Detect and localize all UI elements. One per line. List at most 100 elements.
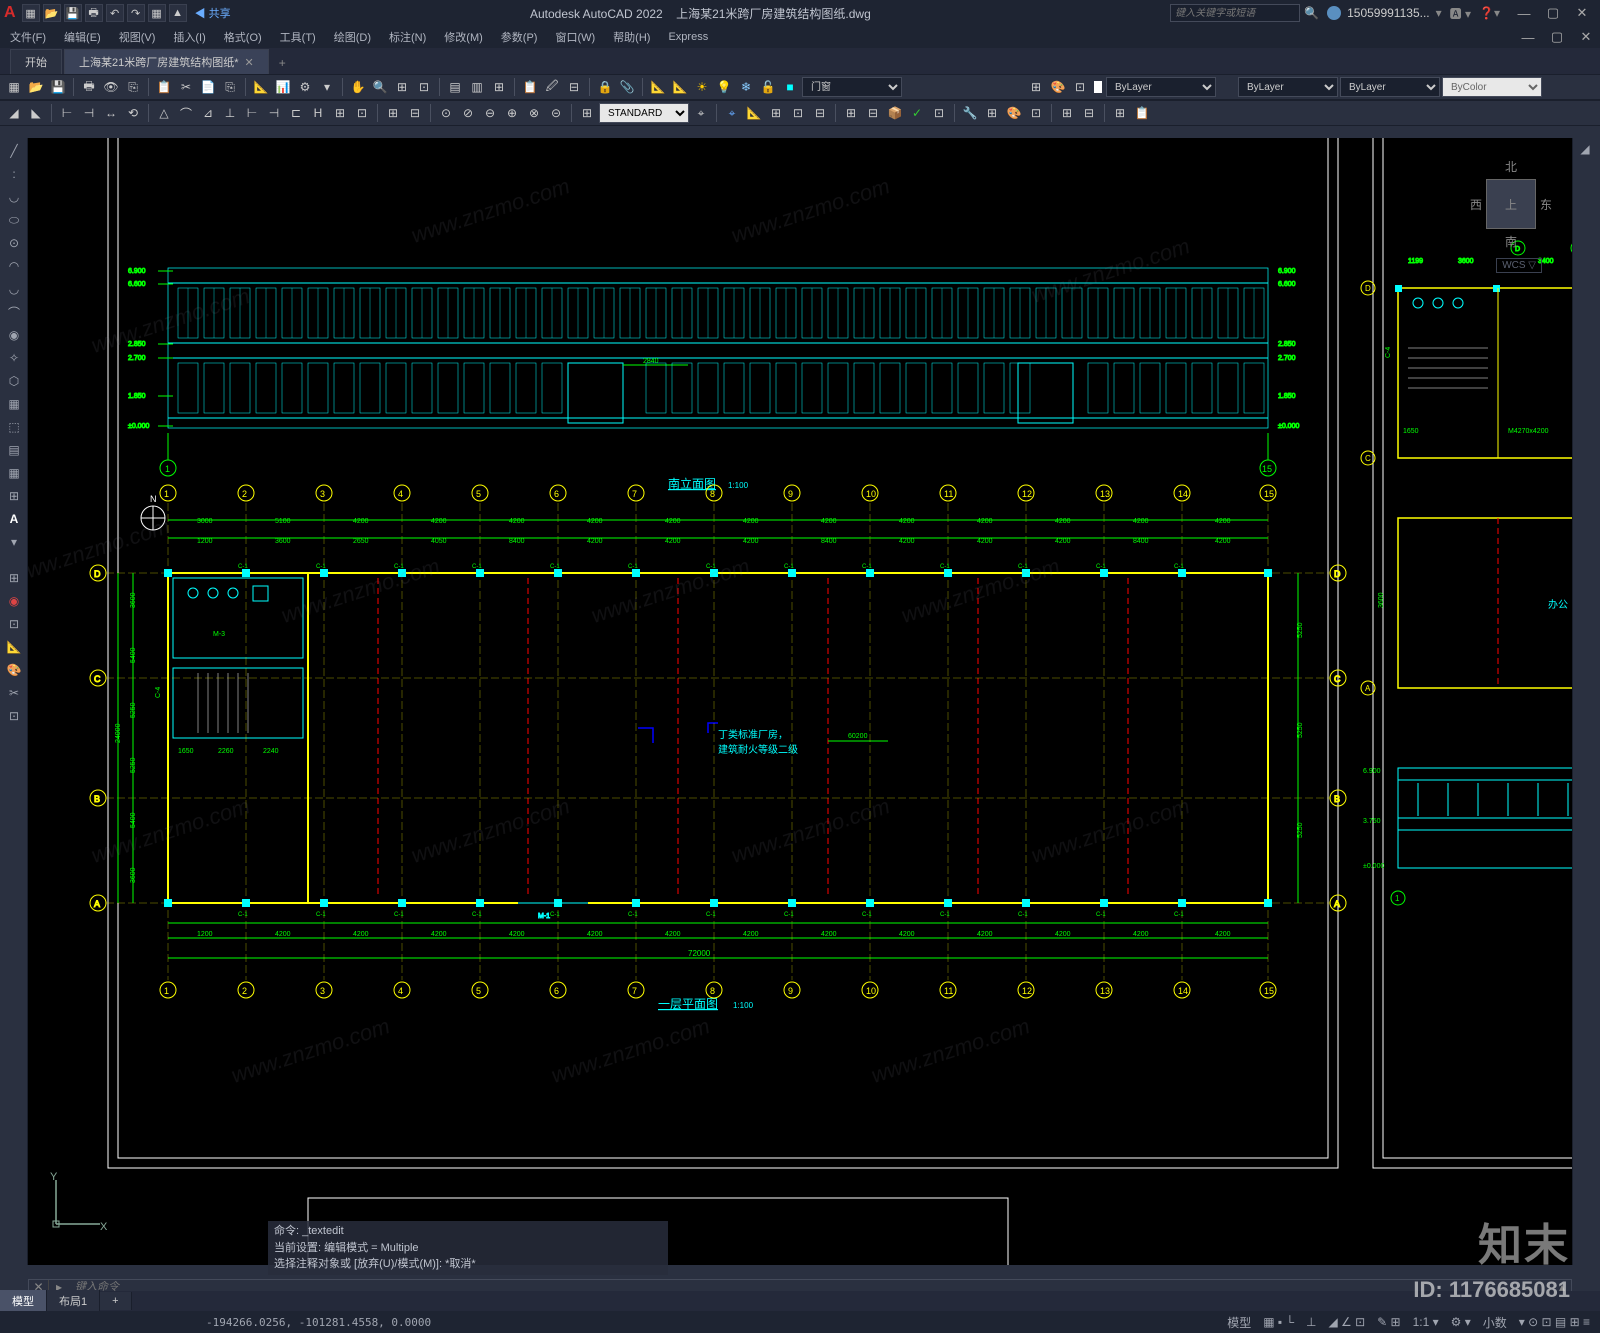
tb-r2-icon[interactable]: 📐 xyxy=(744,103,764,123)
tb-tol-icon[interactable]: ⊡ xyxy=(352,103,372,123)
tb-unlock-icon[interactable]: 🔓 xyxy=(758,77,778,97)
plotcolor-select[interactable]: ByColor xyxy=(1442,77,1542,97)
tb-sty-icon[interactable]: ⊞ xyxy=(577,103,597,123)
tb-insp-icon[interactable]: ⊟ xyxy=(405,103,425,123)
tb-props-icon[interactable]: ⚙ xyxy=(295,77,315,97)
qat-redo-icon[interactable]: ↷ xyxy=(127,4,145,22)
menu-tools[interactable]: 工具(T) xyxy=(280,29,316,45)
tb-drop-icon[interactable]: ▾ xyxy=(317,77,337,97)
linetype-select[interactable]: ByLayer xyxy=(1340,77,1440,97)
tb-block-icon[interactable]: 📐 xyxy=(251,77,271,97)
doc-maximize-button[interactable]: ▢ xyxy=(1543,28,1571,46)
tb-edit-icon[interactable]: 🖉 xyxy=(542,77,562,97)
tb-cont-icon[interactable]: ⊣ xyxy=(264,103,284,123)
line-tool-icon[interactable]: ╱ xyxy=(2,140,26,162)
tb-paste-icon[interactable]: 📄 xyxy=(198,77,218,97)
qat-misc-icon[interactable]: ▦ xyxy=(148,4,166,22)
text-tool-icon[interactable]: A xyxy=(2,508,26,530)
dimstyle-select[interactable]: STANDARD xyxy=(599,103,689,123)
tb-zoom-icon[interactable]: 🔍 xyxy=(370,77,390,97)
minimize-button[interactable]: — xyxy=(1510,4,1538,22)
share-link[interactable]: ◀ 共享 xyxy=(195,5,231,21)
qat-new-icon[interactable]: ▦ xyxy=(22,4,40,22)
tb-r17-icon[interactable]: ⊞ xyxy=(1110,103,1130,123)
tb-rad-icon[interactable]: ⌒ xyxy=(176,103,196,123)
menu-express[interactable]: Express xyxy=(668,31,708,43)
tb-dim2-icon[interactable]: ◣ xyxy=(26,103,46,123)
menu-format[interactable]: 格式(O) xyxy=(224,29,262,45)
tb-preview-icon[interactable]: 👁 xyxy=(101,77,121,97)
insert-tool-icon[interactable]: ▦ xyxy=(2,393,26,415)
tb-blocked-icon[interactable]: 📊 xyxy=(273,77,293,97)
revcloud-tool-icon[interactable]: ⌒ xyxy=(2,301,26,323)
tb-r15-icon[interactable]: ⊞ xyxy=(1057,103,1077,123)
help-icon[interactable]: ❓ xyxy=(1479,6,1494,20)
menu-help[interactable]: 帮助(H) xyxy=(613,29,650,45)
tb-layer-icon[interactable]: 📐 xyxy=(670,77,690,97)
tb-h-icon[interactable]: H xyxy=(308,103,328,123)
m4-icon[interactable]: 📐 xyxy=(2,636,26,658)
tb-laymgr-icon[interactable]: ⊞ xyxy=(1026,77,1046,97)
doc-minimize-button[interactable]: — xyxy=(1514,28,1542,46)
menu-modify[interactable]: 修改(M) xyxy=(444,29,483,45)
menu-insert[interactable]: 插入(I) xyxy=(173,29,205,45)
tb-spc-icon[interactable]: ⊏ xyxy=(286,103,306,123)
tb-dia-icon[interactable]: ⊿ xyxy=(198,103,218,123)
qat-dropdown-icon[interactable]: ▲ xyxy=(169,4,187,22)
menu-file[interactable]: 文件(F) xyxy=(10,29,46,45)
tb-d4-icon[interactable]: ⊗ xyxy=(524,103,544,123)
status-units[interactable]: 小数 xyxy=(1479,1312,1511,1333)
tb-r0-icon[interactable]: ⌖ xyxy=(691,103,711,123)
tb-base-icon[interactable]: ⊢ xyxy=(242,103,262,123)
user-section[interactable]: 15059991135... ▾ xyxy=(1327,6,1442,20)
qat-open-icon[interactable]: 📂 xyxy=(43,4,61,22)
autodesk-icon[interactable]: 🅰 ▾ xyxy=(1450,5,1471,22)
tb-r10-icon[interactable]: ⊡ xyxy=(929,103,949,123)
tb-arc-icon[interactable]: ↔ xyxy=(101,103,121,123)
drawing-canvas[interactable]: 2840 6.900 6.600 2.850 2.700 1.850 ±0.00… xyxy=(28,138,1572,1265)
polyline-tool-icon[interactable]: ◡ xyxy=(2,186,26,208)
status-ann-icon[interactable]: ✎ ⊞ xyxy=(1373,1313,1404,1331)
qat-print-icon[interactable]: 🖶 xyxy=(85,4,103,22)
status-model[interactable]: 模型 xyxy=(1223,1312,1255,1333)
tb-r14-icon[interactable]: ⊡ xyxy=(1026,103,1046,123)
tb-r8-icon[interactable]: 📦 xyxy=(885,103,905,123)
tb-match-icon[interactable]: ⎘ xyxy=(220,77,240,97)
status-grid-icon[interactable]: ▦ ▪ └ xyxy=(1259,1313,1298,1331)
tb-sun-icon[interactable]: ☀ xyxy=(692,77,712,97)
tb-brk-icon[interactable]: ⊞ xyxy=(330,103,350,123)
tb-linear-icon[interactable]: ⊢ xyxy=(57,103,77,123)
tb-new-icon[interactable]: ▦ xyxy=(4,77,24,97)
tb-lock-icon[interactable]: 🔒 xyxy=(595,77,615,97)
more-tool-icon[interactable]: ▾ xyxy=(2,531,26,553)
qat-save-icon[interactable]: 💾 xyxy=(64,4,82,22)
tb-r16-icon[interactable]: ⊟ xyxy=(1079,103,1099,123)
annotation-select[interactable]: 门窗 xyxy=(802,77,902,97)
tb-clip-icon[interactable]: 📎 xyxy=(617,77,637,97)
tb-pan-icon[interactable]: ✋ xyxy=(348,77,368,97)
doc-close-button[interactable]: ✕ xyxy=(1572,28,1600,46)
tb-r4-icon[interactable]: ⊡ xyxy=(788,103,808,123)
ellipsearc-tool-icon[interactable]: ⬡ xyxy=(2,370,26,392)
rectangle-tool-icon[interactable]: ⊙ xyxy=(2,232,26,254)
menu-parametric[interactable]: 参数(P) xyxy=(501,29,538,45)
search-input[interactable] xyxy=(1170,4,1300,22)
tab-close-icon[interactable]: ✕ xyxy=(245,56,254,69)
tb-r11-icon[interactable]: 🔧 xyxy=(960,103,980,123)
tb-bulb-icon[interactable]: 💡 xyxy=(714,77,734,97)
status-ortho-icon[interactable]: ⊥ xyxy=(1302,1313,1320,1331)
menu-dimension[interactable]: 标注(N) xyxy=(389,29,426,45)
tb-publish-icon[interactable]: ⎘ xyxy=(123,77,143,97)
qat-undo-icon[interactable]: ↶ xyxy=(106,4,124,22)
tb-r18-icon[interactable]: 📋 xyxy=(1132,103,1152,123)
menu-window[interactable]: 窗口(W) xyxy=(555,29,595,45)
tb-d5-icon[interactable]: ⊝ xyxy=(546,103,566,123)
tb-vp2-icon[interactable]: ▥ xyxy=(467,77,487,97)
menu-view[interactable]: 视图(V) xyxy=(119,29,156,45)
tb-cut-icon[interactable]: 📋 xyxy=(154,77,174,97)
tb-jog-icon[interactable]: ⊥ xyxy=(220,103,240,123)
tb-r6-icon[interactable]: ⊞ xyxy=(841,103,861,123)
tb-upd-icon[interactable]: ⊙ xyxy=(436,103,456,123)
menu-draw[interactable]: 绘图(D) xyxy=(334,29,371,45)
construction-line-icon[interactable]: : xyxy=(2,163,26,185)
